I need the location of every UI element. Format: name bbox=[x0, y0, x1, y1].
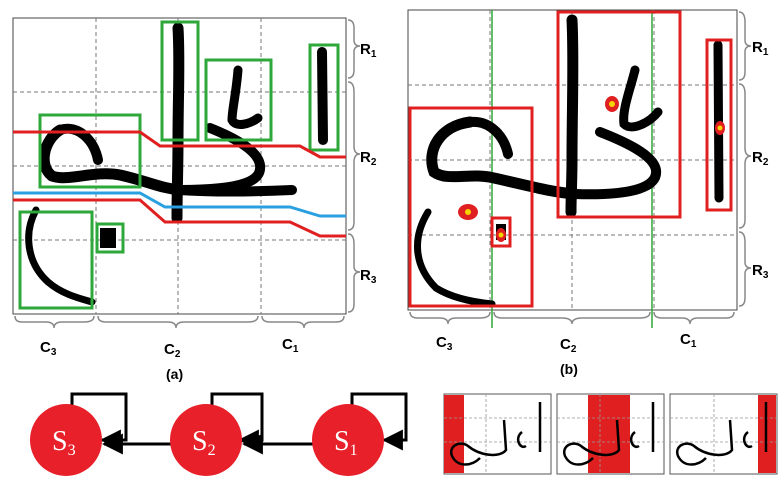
panel-b-col-braces bbox=[409, 311, 735, 325]
panel-a-col-braces bbox=[14, 315, 345, 329]
panel-a-dot bbox=[100, 228, 116, 248]
panel-a-baselines bbox=[13, 130, 346, 238]
window-frame-3 bbox=[669, 393, 778, 475]
red-box-ha bbox=[408, 106, 534, 308]
green-box-dot bbox=[95, 222, 125, 254]
green-box-ha bbox=[38, 113, 142, 189]
panel-b-ink bbox=[414, 14, 724, 308]
panel-a-caption: (a) bbox=[166, 366, 183, 382]
self-loop-s1 bbox=[350, 392, 408, 451]
panel-b-row-label-2: R2 bbox=[752, 149, 769, 168]
panel-a-ink bbox=[25, 22, 328, 306]
green-box-tail bbox=[18, 210, 94, 310]
panel-b-row-braces bbox=[738, 11, 752, 307]
panel-a-row-braces bbox=[347, 19, 361, 313]
baseline-blue bbox=[13, 191, 346, 218]
panel-a-green-boxes bbox=[18, 20, 340, 310]
panel-b-col-label-3: C3 bbox=[436, 334, 453, 353]
panel-b-col-label-2: C2 bbox=[560, 336, 577, 355]
panel-a-col-label-2: C2 bbox=[164, 341, 181, 360]
sliding-window-frames bbox=[443, 393, 778, 475]
panel-b-row-label-3: R3 bbox=[752, 262, 769, 281]
window-frame-2 bbox=[556, 393, 665, 475]
red-box-alef bbox=[705, 38, 733, 212]
hmm-diagram: S3 S2 S1 bbox=[30, 392, 408, 476]
panel-b-row-label-1: R1 bbox=[752, 39, 769, 58]
state-s1 bbox=[312, 404, 384, 476]
state-s2-label: S2 bbox=[192, 426, 216, 459]
state-s3 bbox=[30, 404, 102, 476]
red-box-dot bbox=[490, 216, 512, 248]
panel-a-col-label-3: C3 bbox=[40, 339, 57, 358]
panel-b-centroids bbox=[458, 96, 725, 242]
window-frame-1 bbox=[443, 393, 552, 475]
panel-a-row-label-1: R1 bbox=[360, 41, 377, 60]
panel-b-red-boxes bbox=[408, 10, 733, 308]
state-s2 bbox=[170, 404, 242, 476]
green-box-dal bbox=[204, 58, 273, 142]
red-box-middle-char bbox=[556, 10, 682, 219]
state-s3-label: S3 bbox=[52, 426, 76, 459]
baseline-red-top bbox=[13, 130, 346, 159]
baseline-red-bottom bbox=[13, 198, 346, 238]
panel-b-col-label-1: C1 bbox=[680, 331, 697, 350]
panel-a-col-label-1: C1 bbox=[282, 336, 299, 355]
state-s1-label: S1 bbox=[334, 426, 358, 459]
panel-a-row-label-3: R3 bbox=[360, 267, 377, 286]
green-box-alef-top bbox=[160, 20, 200, 142]
panel-a-row-label-2: R2 bbox=[360, 149, 377, 168]
panel-b-caption: (b) bbox=[560, 361, 578, 377]
panel-a: R1 R2 R3 C3 C2 C1 (a) bbox=[12, 17, 377, 382]
panel-b: R1 R2 R3 C3 C2 C1 (b) bbox=[407, 9, 769, 377]
green-box-alef-right bbox=[308, 43, 340, 152]
